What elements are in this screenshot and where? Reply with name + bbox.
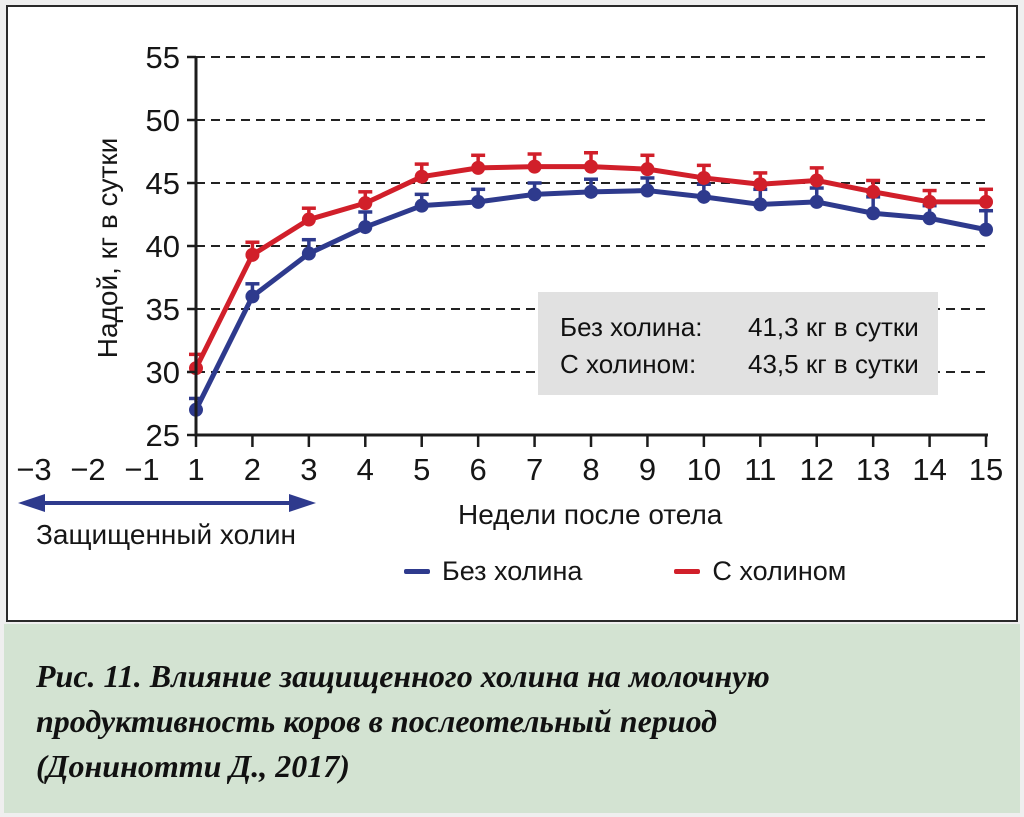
data-point <box>809 173 824 188</box>
data-point <box>696 170 711 185</box>
protected-choline-label: Защищенный холин <box>36 519 297 550</box>
x-tick-label: 6 <box>470 452 487 487</box>
data-point <box>358 220 373 235</box>
x-pre-tick-label: −2 <box>70 452 105 487</box>
legend-color-dash-icon <box>404 569 430 574</box>
legend-item-no-choline: Без холина <box>404 556 582 587</box>
data-point <box>809 194 824 209</box>
caption-line-3: (Донинотти Д., 2017) <box>36 748 350 784</box>
arrow-left-head-icon <box>18 494 45 512</box>
choline-span-arrow <box>18 494 316 512</box>
data-point <box>301 212 316 227</box>
x-tick-label: 8 <box>582 452 599 487</box>
data-point <box>358 196 373 211</box>
data-point <box>753 197 768 212</box>
data-point <box>527 159 542 174</box>
y-tick-label: 55 <box>146 40 180 75</box>
y-tick-label: 40 <box>146 229 180 264</box>
legend-label: С холином <box>712 556 847 586</box>
data-point <box>866 206 881 221</box>
data-point <box>245 247 260 262</box>
legend: Без холина С холином <box>404 556 846 587</box>
x-pre-tick-label: −3 <box>16 452 51 487</box>
data-point <box>414 169 429 184</box>
data-point <box>922 211 937 226</box>
data-point <box>753 177 768 192</box>
x-tick-label: 9 <box>639 452 656 487</box>
arrow-right-head-icon <box>289 494 316 512</box>
annotation-label: Без холина: <box>560 312 703 342</box>
annotation-row-no-choline: Без холина: 41,3 кг в сутки <box>560 309 938 346</box>
annotation-row-with-choline: С холином: 43,5 кг в сутки <box>560 346 938 383</box>
data-point <box>696 189 711 204</box>
x-tick-label: 14 <box>912 452 946 487</box>
y-tick-label: 35 <box>146 292 180 327</box>
annotation-label: С холином: <box>560 349 697 379</box>
x-tick-label: 11 <box>744 452 776 487</box>
x-axis-ticks: 1 2 3 4 5 6 7 8 9 10 11 12 13 14 15−3 −2 −1 <box>16 435 1003 487</box>
data-point <box>979 194 994 209</box>
y-tick-label: 50 <box>146 103 180 138</box>
average-annotation-box: Без холина: 41,3 кг в сутки С холином: 4… <box>538 292 938 395</box>
caption-line-2: продуктивность коров в послеотельный пер… <box>36 703 718 739</box>
y-tick-label: 25 <box>146 418 180 453</box>
x-tick-label: 1 <box>187 452 204 487</box>
x-tick-label: 3 <box>300 452 317 487</box>
data-point <box>640 162 655 177</box>
caption-panel: Рис. 11. Влияние защищенного холина на м… <box>4 624 1020 813</box>
data-point <box>301 246 316 261</box>
x-tick-label: 7 <box>526 452 543 487</box>
y-tick-label: 30 <box>146 355 180 390</box>
x-axis-title: Недели после отела <box>458 499 723 530</box>
legend-color-dash-icon <box>674 569 701 574</box>
series-0 <box>189 176 994 417</box>
y-tick-label: 45 <box>146 166 180 201</box>
data-point <box>640 183 655 198</box>
data-point <box>584 184 599 199</box>
x-tick-label: 13 <box>856 452 890 487</box>
x-tick-label: 4 <box>357 452 374 487</box>
data-point <box>414 198 429 213</box>
series-1 <box>189 151 994 376</box>
data-point <box>979 222 994 237</box>
caption-line-1: Рис. 11. Влияние защищенного холина на м… <box>36 658 770 694</box>
x-pre-tick-label: −1 <box>124 452 159 487</box>
annotation-value: 43,5 кг в сутки <box>748 349 919 379</box>
data-point <box>866 184 881 199</box>
x-tick-label: 15 <box>969 452 1003 487</box>
x-tick-label: 5 <box>413 452 430 487</box>
data-point <box>471 160 486 175</box>
data-point <box>245 289 260 304</box>
annotation-value: 41,3 кг в сутки <box>748 312 919 342</box>
data-point <box>471 194 486 209</box>
x-tick-label: 12 <box>799 452 833 487</box>
y-axis-title: Надой, кг в сутки <box>92 137 123 359</box>
x-tick-label: 10 <box>687 452 721 487</box>
y-axis-ticks: 55 50 45 40 35 30 25 <box>146 40 196 453</box>
x-tick-label: 2 <box>244 452 261 487</box>
data-point <box>584 159 599 174</box>
data-point <box>527 187 542 202</box>
data-point <box>922 194 937 209</box>
legend-label: Без холина <box>442 556 583 586</box>
legend-item-with-choline: С холином <box>674 556 846 587</box>
